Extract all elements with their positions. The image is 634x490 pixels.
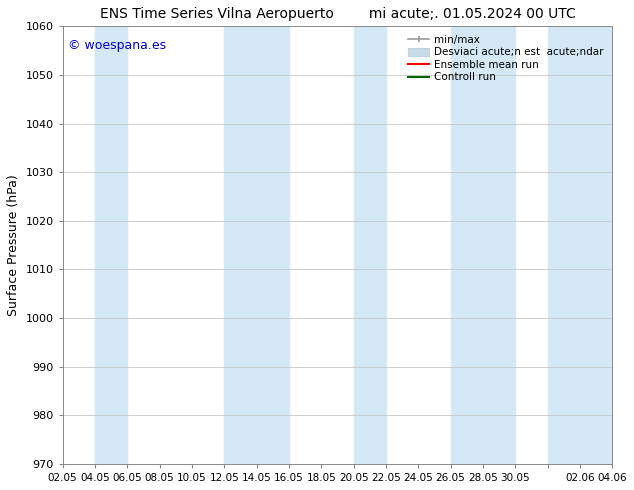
Bar xyxy=(451,26,483,464)
Bar xyxy=(354,26,386,464)
Bar xyxy=(257,26,289,464)
Text: © woespana.es: © woespana.es xyxy=(68,39,166,52)
Bar xyxy=(224,26,257,464)
Legend: min/max, Desviaci acute;n est  acute;ndar, Ensemble mean run, Controll run: min/max, Desviaci acute;n est acute;ndar… xyxy=(405,31,607,86)
Y-axis label: Surface Pressure (hPa): Surface Pressure (hPa) xyxy=(7,174,20,316)
Bar xyxy=(548,26,612,464)
Title: ENS Time Series Vilna Aeropuerto        mi acute;. 01.05.2024 00 UTC: ENS Time Series Vilna Aeropuerto mi acut… xyxy=(100,7,575,21)
Bar xyxy=(483,26,515,464)
Bar xyxy=(95,26,127,464)
